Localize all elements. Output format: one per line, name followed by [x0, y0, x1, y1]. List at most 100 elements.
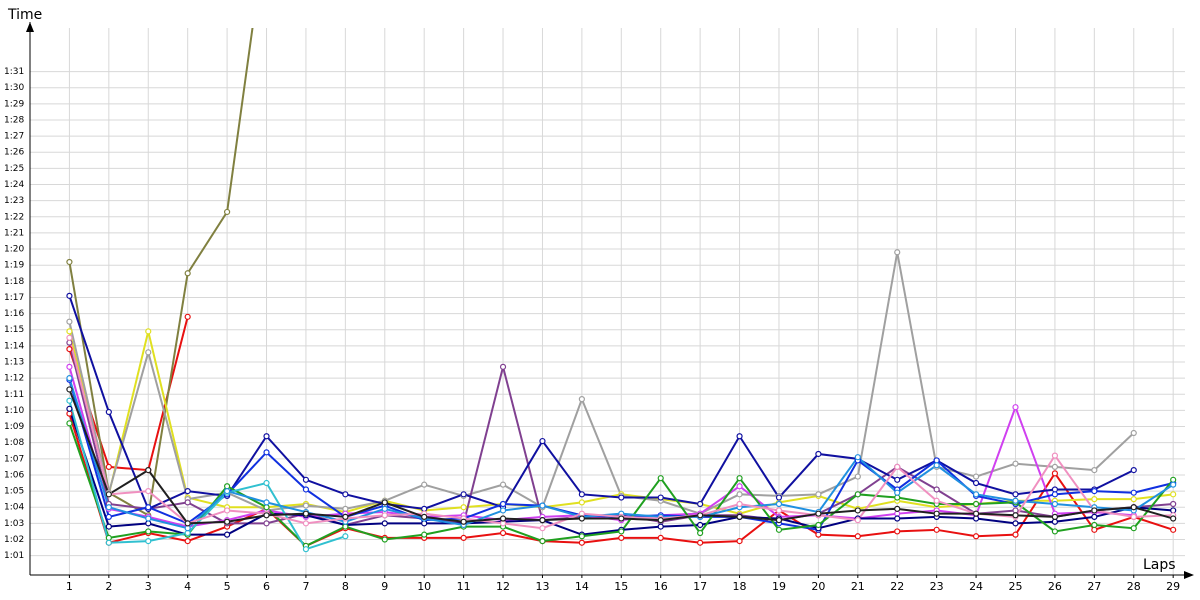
y-axis-arrow	[26, 22, 34, 32]
x-tick-label: 8	[342, 580, 349, 593]
data-point	[775, 526, 783, 533]
data-point	[1130, 467, 1137, 474]
data-point	[66, 420, 73, 427]
x-tick-label: 26	[1048, 580, 1062, 593]
data-point	[697, 512, 704, 519]
data-point	[66, 318, 73, 325]
data-point	[499, 500, 507, 508]
data-point	[854, 533, 861, 540]
data-point	[66, 405, 73, 412]
data-point	[894, 476, 901, 483]
data-point	[933, 526, 940, 533]
data-point	[1130, 504, 1137, 511]
plot-area	[66, 28, 1177, 553]
data-point	[145, 467, 152, 474]
data-point	[1091, 513, 1098, 521]
data-point	[1091, 521, 1098, 529]
data-point	[105, 491, 112, 498]
y-tick-label: 1:10	[4, 406, 24, 416]
data-point	[894, 505, 901, 512]
data-point	[1051, 528, 1059, 535]
data-point	[223, 507, 231, 514]
data-point	[854, 473, 861, 480]
y-tick-label: 1:20	[4, 245, 24, 255]
data-point	[894, 463, 901, 470]
data-point	[1170, 526, 1177, 533]
data-point	[223, 531, 231, 538]
data-point	[499, 507, 507, 514]
x-tick-label: 14	[575, 580, 589, 593]
data-point	[184, 270, 191, 277]
x-axis-label: Laps	[1143, 557, 1176, 573]
data-point	[421, 531, 428, 538]
data-point	[1091, 487, 1098, 495]
data-point	[1130, 496, 1137, 503]
data-point	[972, 533, 980, 540]
y-tick-label: 1:29	[4, 99, 24, 109]
data-point	[539, 538, 546, 545]
y-tick-label: 1:28	[4, 115, 24, 125]
data-point	[460, 504, 467, 511]
x-tick-label: 29	[1166, 580, 1180, 593]
data-point	[263, 512, 270, 519]
x-tick-label: 7	[302, 580, 309, 593]
data-point	[1051, 470, 1059, 477]
data-point	[854, 454, 861, 461]
data-point	[894, 515, 901, 522]
x-tick-label: 15	[614, 580, 628, 593]
data-point	[460, 518, 467, 525]
data-point	[736, 513, 743, 521]
data-point	[66, 346, 73, 353]
data-point	[972, 510, 980, 517]
data-point	[302, 520, 310, 527]
y-tick-label: 1:05	[4, 487, 24, 497]
y-tick-label: 1:15	[4, 325, 24, 335]
data-point	[342, 513, 349, 521]
x-tick-label: 12	[496, 580, 510, 593]
data-point	[302, 502, 310, 509]
x-axis-arrow	[1184, 571, 1194, 579]
data-point	[815, 521, 822, 529]
data-point	[775, 500, 783, 508]
x-tick-label: 2	[105, 580, 112, 593]
y-tick-label: 1:16	[4, 309, 24, 319]
data-point	[697, 521, 704, 529]
y-tick-label: 1:09	[4, 422, 24, 432]
data-point	[421, 513, 428, 521]
data-point	[815, 491, 822, 498]
data-point	[933, 486, 940, 493]
tick-labels: 1:01 1:02 1:03 1:04 1:05 1:06 1:07 1:08 1:09 1:10…	[4, 67, 1180, 593]
data-point	[815, 450, 822, 458]
data-point	[736, 475, 743, 482]
data-point	[421, 481, 428, 488]
data-point	[105, 408, 112, 416]
data-point	[184, 313, 191, 320]
data-point	[1170, 500, 1177, 508]
data-point	[894, 249, 901, 256]
data-point	[539, 437, 546, 445]
x-tick-label: 10	[417, 580, 431, 593]
y-tick-label: 1:22	[4, 212, 24, 222]
data-point	[263, 479, 270, 487]
data-point	[894, 528, 901, 535]
x-tick-label: 18	[733, 580, 747, 593]
data-point	[894, 489, 901, 496]
data-point	[539, 502, 546, 509]
data-point	[105, 539, 112, 546]
data-point	[381, 505, 388, 512]
data-point	[1170, 481, 1177, 488]
data-point	[1012, 460, 1019, 467]
y-tick-label: 1:27	[4, 132, 24, 142]
data-point	[66, 363, 73, 370]
y-tick-label: 1:06	[4, 470, 24, 480]
y-tick-label: 1:07	[4, 454, 24, 464]
y-tick-label: 1:03	[4, 519, 24, 529]
x-tick-label: 19	[772, 580, 786, 593]
data-point	[1012, 491, 1019, 498]
data-point	[66, 328, 73, 335]
data-point	[854, 517, 861, 524]
data-point	[657, 475, 664, 482]
data-point	[184, 520, 191, 527]
data-point	[618, 494, 625, 501]
